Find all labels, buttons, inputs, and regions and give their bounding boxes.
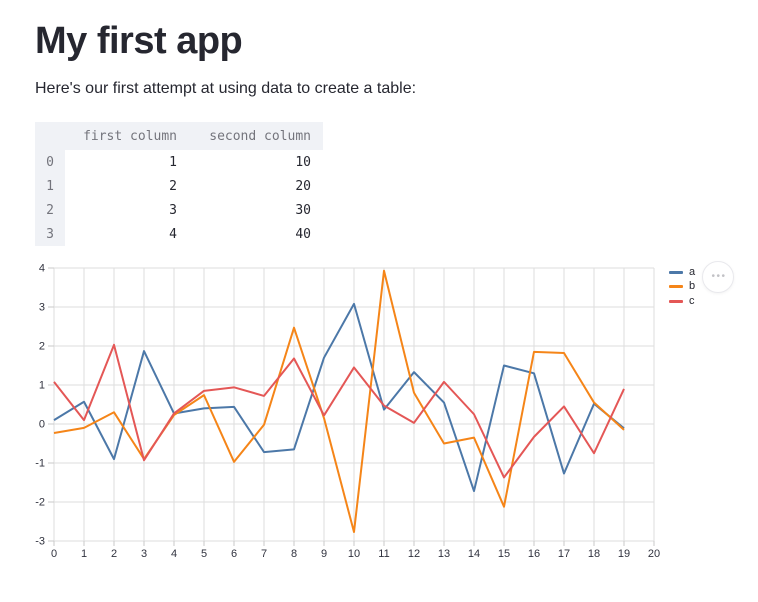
table-row: 1 2 20 [35,174,323,198]
legend-label: c [689,294,695,307]
x-tick-label: 9 [321,548,327,560]
table-cell: 40 [189,222,323,246]
line-chart-svg: 0 1 2 3 4 5 6 7 8 9 10 11 12 13 14 15 16 17 18 19 20-3-2-101… [35,263,660,561]
legend-item-a: a [669,265,695,280]
more-options-button[interactable]: ••• [702,261,734,293]
x-tick-label: 17 [558,548,570,560]
table-cell: 2 [65,174,189,198]
x-tick-label: 19 [618,548,630,560]
table-cell: 20 [189,174,323,198]
x-tick-label: 20 [648,548,660,560]
x-tick-label: 7 [261,548,267,560]
x-tick-label: 12 [408,548,420,560]
table-cell: 3 [65,198,189,222]
legend-swatch-b [669,285,683,289]
x-tick-label: 16 [528,548,540,560]
series-line-b [53,269,625,534]
series-line-a [53,302,625,493]
y-tick-label: 3 [39,302,45,314]
intro-text: Here's our first attempt at using data t… [35,80,417,97]
page-title: My first app [35,20,243,62]
column-header-second: second column [189,122,323,150]
x-tick-label: 0 [51,548,57,560]
x-tick-label: 6 [231,548,237,560]
x-tick-label: 5 [201,548,207,560]
legend-label: a [689,265,696,278]
table-row: 3 4 40 [35,222,323,246]
x-tick-label: 3 [141,548,147,560]
legend-item-c: c [669,294,695,309]
y-tick-label: -1 [35,458,45,470]
x-tick-label: 18 [588,548,600,560]
index-column-header [35,122,65,150]
x-tick-label: 4 [171,548,177,560]
x-tick-label: 14 [468,548,480,560]
row-index-cell: 1 [35,174,65,198]
y-tick-label: -3 [35,536,45,548]
row-index-cell: 0 [35,150,65,174]
series-line-c [53,343,625,479]
more-options-icon: ••• [711,271,727,282]
table-cell: 30 [189,198,323,222]
table-row: 0 1 10 [35,150,323,174]
row-index-cell: 2 [35,198,65,222]
x-tick-label: 1 [81,548,87,560]
table-cell: 10 [189,150,323,174]
y-tick-label: 2 [39,341,45,353]
legend-swatch-c [669,299,683,303]
x-tick-label: 13 [438,548,450,560]
x-tick-label: 2 [111,548,117,560]
y-tick-label: -2 [35,497,45,509]
table-cell: 4 [65,222,189,246]
legend-label: b [689,280,696,293]
legend-swatch-a [669,270,683,274]
x-tick-label: 8 [291,548,297,560]
legend-item-b: b [669,280,695,295]
y-tick-label: 4 [39,263,45,275]
y-tick-label: 0 [39,419,45,431]
x-tick-label: 11 [378,548,389,560]
table-row: 2 3 30 [35,198,323,222]
row-index-cell: 3 [35,222,65,246]
y-tick-label: 1 [39,380,45,392]
chart-legend: a b c [669,265,695,309]
column-header-first: first column [65,122,189,150]
table-cell: 1 [65,150,189,174]
dataframe: first column second column 0 1 10 1 2 20… [35,122,323,246]
x-tick-label: 15 [498,548,510,560]
x-tick-label: 10 [348,548,360,560]
line-chart: 0 1 2 3 4 5 6 7 8 9 10 11 12 13 14 15 16 17 18 19 20 -3 -2 -1 0 1… [35,256,675,562]
table-header-row: first column second column [35,122,323,150]
